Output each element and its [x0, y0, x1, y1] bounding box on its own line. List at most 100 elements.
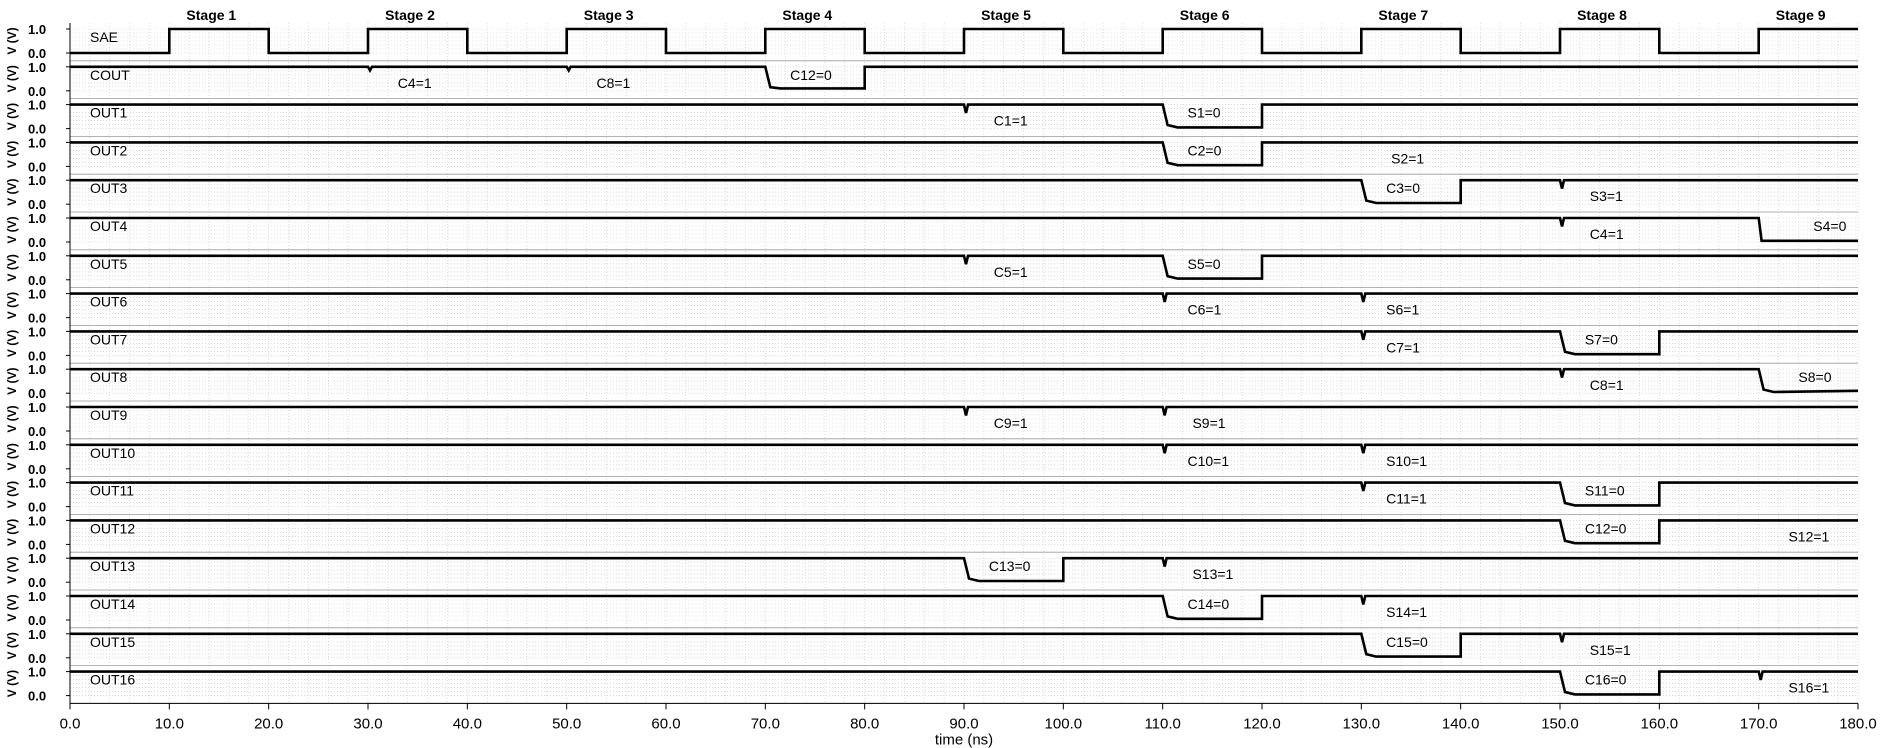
y-tick-label: 0.0 — [28, 500, 46, 515]
waveform-traces — [70, 27, 1859, 696]
y-tick-label: 0.0 — [28, 348, 46, 363]
annotation-label: C15=0 — [1386, 634, 1428, 650]
trace-out5 — [70, 254, 1858, 280]
y-axis-label: V (V) — [5, 405, 19, 432]
annotation-label: S5=0 — [1188, 256, 1221, 272]
y-axis-label: V (V) — [5, 632, 19, 659]
trace-out3 — [70, 178, 1858, 205]
trace-out14 — [70, 594, 1858, 621]
x-tick-label: 120.0 — [1243, 715, 1281, 732]
y-tick-label: 1.0 — [28, 665, 46, 680]
annotation-label: C12=0 — [1585, 520, 1627, 536]
series-label: OUT3 — [90, 180, 128, 196]
y-tick-label: 0.0 — [28, 84, 46, 99]
annotation-label: C1=1 — [994, 113, 1028, 129]
annotation-label: C10=1 — [1188, 453, 1230, 469]
y-axis-label: V (V) — [5, 330, 19, 357]
axes: 1.00.0V (V)1.00.0V (V)1.00.0V (V)1.00.0V… — [5, 22, 1877, 732]
series-label: OUT2 — [90, 142, 128, 158]
y-tick-label: 1.0 — [28, 324, 46, 339]
annotation-label: C3=0 — [1386, 180, 1420, 196]
annotation-label: C4=1 — [398, 75, 432, 91]
y-tick-label: 0.0 — [28, 197, 46, 212]
y-tick-label: 1.0 — [28, 249, 46, 264]
trace-sae — [70, 27, 1858, 55]
annotation-label: S12=1 — [1788, 528, 1829, 544]
y-axis-label: V (V) — [5, 254, 19, 281]
x-tick-label: 40.0 — [453, 715, 482, 732]
y-tick-label: 1.0 — [28, 22, 46, 37]
trace-out8 — [70, 367, 1859, 394]
trace-out4 — [70, 216, 1858, 243]
trace-out7 — [70, 330, 1858, 356]
trace-out6 — [70, 292, 1858, 303]
y-axis-label: V (V) — [5, 65, 19, 92]
y-axis-label: V (V) — [5, 594, 19, 621]
y-tick-label: 1.0 — [28, 287, 46, 302]
y-axis-label: V (V) — [5, 368, 19, 395]
annotation-label: S9=1 — [1192, 415, 1225, 431]
x-tick-label: 180.0 — [1839, 715, 1877, 732]
stage-label: Stage 3 — [584, 7, 634, 23]
trace-out10 — [70, 443, 1858, 454]
annotation-label: S7=0 — [1585, 331, 1618, 347]
annotation-label: S8=0 — [1798, 369, 1831, 385]
series-label: OUT8 — [90, 369, 128, 385]
trace-out12 — [70, 519, 1858, 545]
y-tick-label: 0.0 — [28, 424, 46, 439]
annotation-label: C12=0 — [790, 67, 832, 83]
stage-label: Stage 5 — [981, 7, 1031, 23]
series-label: OUT11 — [90, 483, 134, 499]
series-label: OUT7 — [90, 331, 128, 347]
annotation-label: C8=1 — [596, 75, 630, 91]
y-tick-label: 0.0 — [28, 235, 46, 250]
series-label: OUT1 — [90, 105, 128, 121]
y-tick-label: 0.0 — [28, 122, 46, 137]
annotation-label: S13=1 — [1192, 566, 1233, 582]
x-tick-label: 20.0 — [254, 715, 283, 732]
trace-out15 — [70, 632, 1858, 658]
annotation-label: S15=1 — [1590, 642, 1631, 658]
y-tick-label: 0.0 — [28, 689, 46, 704]
annotation-label: C16=0 — [1585, 672, 1627, 688]
y-tick-label: 1.0 — [28, 400, 46, 415]
y-axis-label: V (V) — [5, 216, 19, 243]
y-axis-label: V (V) — [5, 481, 19, 508]
series-label: OUT14 — [90, 596, 135, 612]
x-tick-label: 50.0 — [552, 715, 581, 732]
annotation-label: C13=0 — [989, 558, 1031, 574]
series-label: OUT4 — [90, 218, 128, 234]
y-axis-label: V (V) — [5, 179, 19, 206]
stage-label: Stage 7 — [1378, 7, 1428, 23]
annotation-label: C2=0 — [1188, 142, 1222, 158]
y-tick-label: 0.0 — [28, 613, 46, 628]
stage-label: Stage 1 — [186, 7, 236, 23]
annotation-label: C8=1 — [1590, 377, 1624, 393]
annotation-label: S11=0 — [1585, 483, 1625, 499]
y-tick-label: 1.0 — [28, 476, 46, 491]
y-axis-label: V (V) — [5, 103, 19, 130]
annotation-label: S4=0 — [1813, 218, 1846, 234]
y-tick-label: 1.0 — [28, 211, 46, 226]
trace-out9 — [70, 405, 1858, 416]
annotation-label: S2=1 — [1391, 150, 1424, 166]
x-tick-label: 110.0 — [1144, 715, 1180, 732]
x-axis-label: time (ns) — [935, 731, 993, 748]
trace-cout — [70, 65, 1858, 90]
series-label: OUT5 — [90, 256, 128, 272]
series-label: OUT16 — [90, 672, 135, 688]
series-label: OUT9 — [90, 407, 128, 423]
y-tick-label: 1.0 — [28, 438, 46, 453]
y-tick-label: 1.0 — [28, 362, 46, 377]
annotation-label: S16=1 — [1788, 680, 1829, 696]
annotation-label: S10=1 — [1386, 453, 1427, 469]
x-tick-label: 150.0 — [1541, 715, 1579, 732]
annotation-label: C11=1 — [1386, 491, 1427, 507]
stage-label: Stage 8 — [1577, 7, 1627, 23]
x-tick-label: 130.0 — [1343, 715, 1381, 732]
annotation-label: S14=1 — [1386, 604, 1427, 620]
x-tick-label: 100.0 — [1045, 715, 1083, 732]
y-axis-label: V (V) — [5, 443, 19, 470]
x-tick-label: 70.0 — [751, 715, 780, 732]
